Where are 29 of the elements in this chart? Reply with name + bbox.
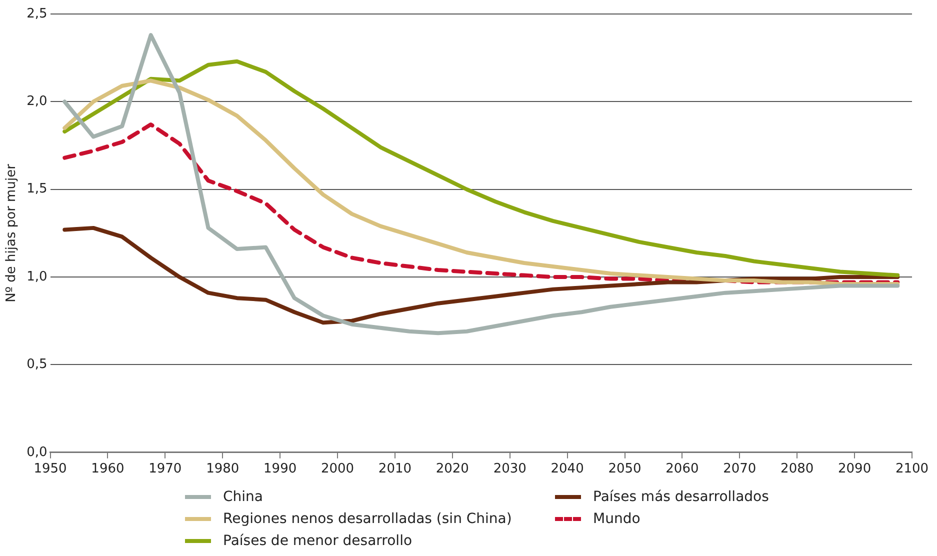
- y-tick-label: 0,5: [26, 357, 48, 372]
- x-tick-label: 1980: [206, 462, 240, 477]
- legend-label: Países más desarrollados: [593, 489, 769, 505]
- legend-label: Regiones nenos desarrolladas (sin China): [223, 511, 512, 527]
- x-tick-label: 2020: [436, 462, 469, 477]
- y-tick-label: 2,5: [26, 6, 48, 22]
- x-tick-label: 2010: [378, 462, 412, 477]
- x-tick-label: 2060: [666, 462, 699, 477]
- y-tick-label: 2,0: [26, 94, 48, 110]
- x-tick-label: 1950: [34, 462, 67, 477]
- legend-label: Mundo: [593, 511, 640, 527]
- y-tick-label: 1,5: [26, 182, 48, 197]
- y-tick-label: 1,0: [26, 269, 48, 284]
- line-series: [62, 122, 900, 284]
- legend-label: Países de menor desarrollo: [223, 533, 412, 549]
- x-tick-label: 2100: [895, 462, 929, 477]
- y-axis-title: Nº de hijas por mujer: [4, 163, 20, 302]
- x-tick-label: 2030: [493, 462, 526, 477]
- x-tick-label: 2040: [550, 462, 584, 477]
- legend-label: China: [223, 489, 263, 505]
- x-tick-label: 2050: [608, 462, 642, 477]
- x-tick-label: 2080: [780, 462, 814, 477]
- x-tick-label: 1970: [148, 462, 182, 477]
- y-tick-label: 0,0: [26, 444, 48, 460]
- x-tick-label: 1990: [264, 462, 297, 477]
- x-tick-label: 2070: [723, 462, 756, 477]
- x-tick-label: 2000: [320, 462, 354, 477]
- x-tick-label: 1960: [91, 462, 124, 477]
- x-tick-label: 2090: [838, 462, 872, 477]
